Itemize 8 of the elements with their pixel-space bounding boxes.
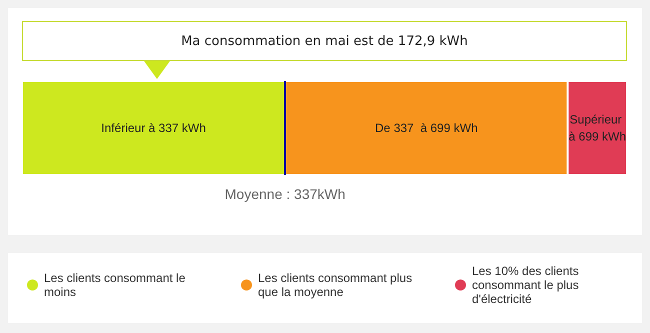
data-label: Inférieur à 337 kWh [101, 121, 206, 135]
text: Ma consommation en mai est de 172,9 kWh [22, 21, 627, 61]
data-label: Supérieur à 699 kWh [568, 112, 626, 144]
legend-label: Les clients consommant plus que la moyenne [258, 271, 416, 299]
ref-line-label: Moyenne : 337kWh [224, 186, 346, 202]
legend-label: Les clients consommant le moins [44, 271, 189, 299]
legend-label: Les 10% des clients consommant le plus d'électricité [472, 264, 582, 306]
data-label: De 337 à 699 kWh [375, 121, 478, 135]
